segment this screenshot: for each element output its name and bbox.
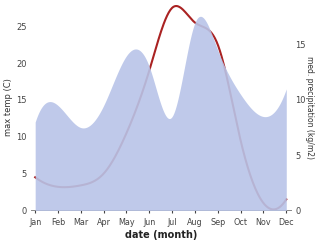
Y-axis label: med. precipitation (kg/m2): med. precipitation (kg/m2)	[305, 56, 314, 159]
X-axis label: date (month): date (month)	[125, 230, 197, 240]
Y-axis label: max temp (C): max temp (C)	[4, 78, 13, 136]
